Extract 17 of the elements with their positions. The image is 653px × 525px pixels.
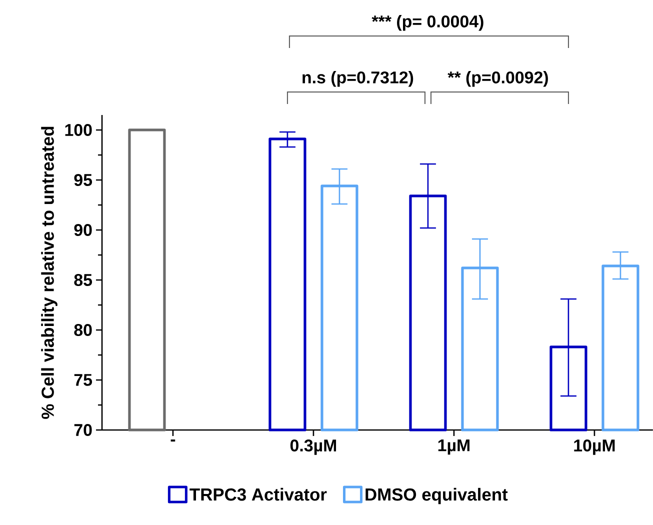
y-tick-label: 90 xyxy=(74,224,92,236)
legend-label: DMSO equivalent xyxy=(366,488,508,504)
y-tick-label: 70 xyxy=(74,424,92,436)
text: n.s (p=0.7312) xyxy=(302,71,414,87)
y-tick-label: 80 xyxy=(74,324,92,336)
y-tick-label: 100 xyxy=(65,124,92,136)
x-tick-label: 0.3µM xyxy=(290,440,336,455)
x-tick-label: 10µM xyxy=(574,440,615,455)
y-tick-label: 75 xyxy=(74,374,92,386)
y-axis-title: % Cell viability relative to untreated xyxy=(41,126,58,419)
x-tick-label: - xyxy=(170,440,176,442)
y-tick-label: 95 xyxy=(74,174,92,186)
legend-label: TRPC3 Activator xyxy=(190,488,327,501)
x-tick-label: 1µM xyxy=(438,440,470,455)
text: ** (p=0.0092) xyxy=(448,71,548,87)
y-tick-label: 85 xyxy=(74,274,92,286)
text: *** (p= 0.0004) xyxy=(372,15,484,31)
